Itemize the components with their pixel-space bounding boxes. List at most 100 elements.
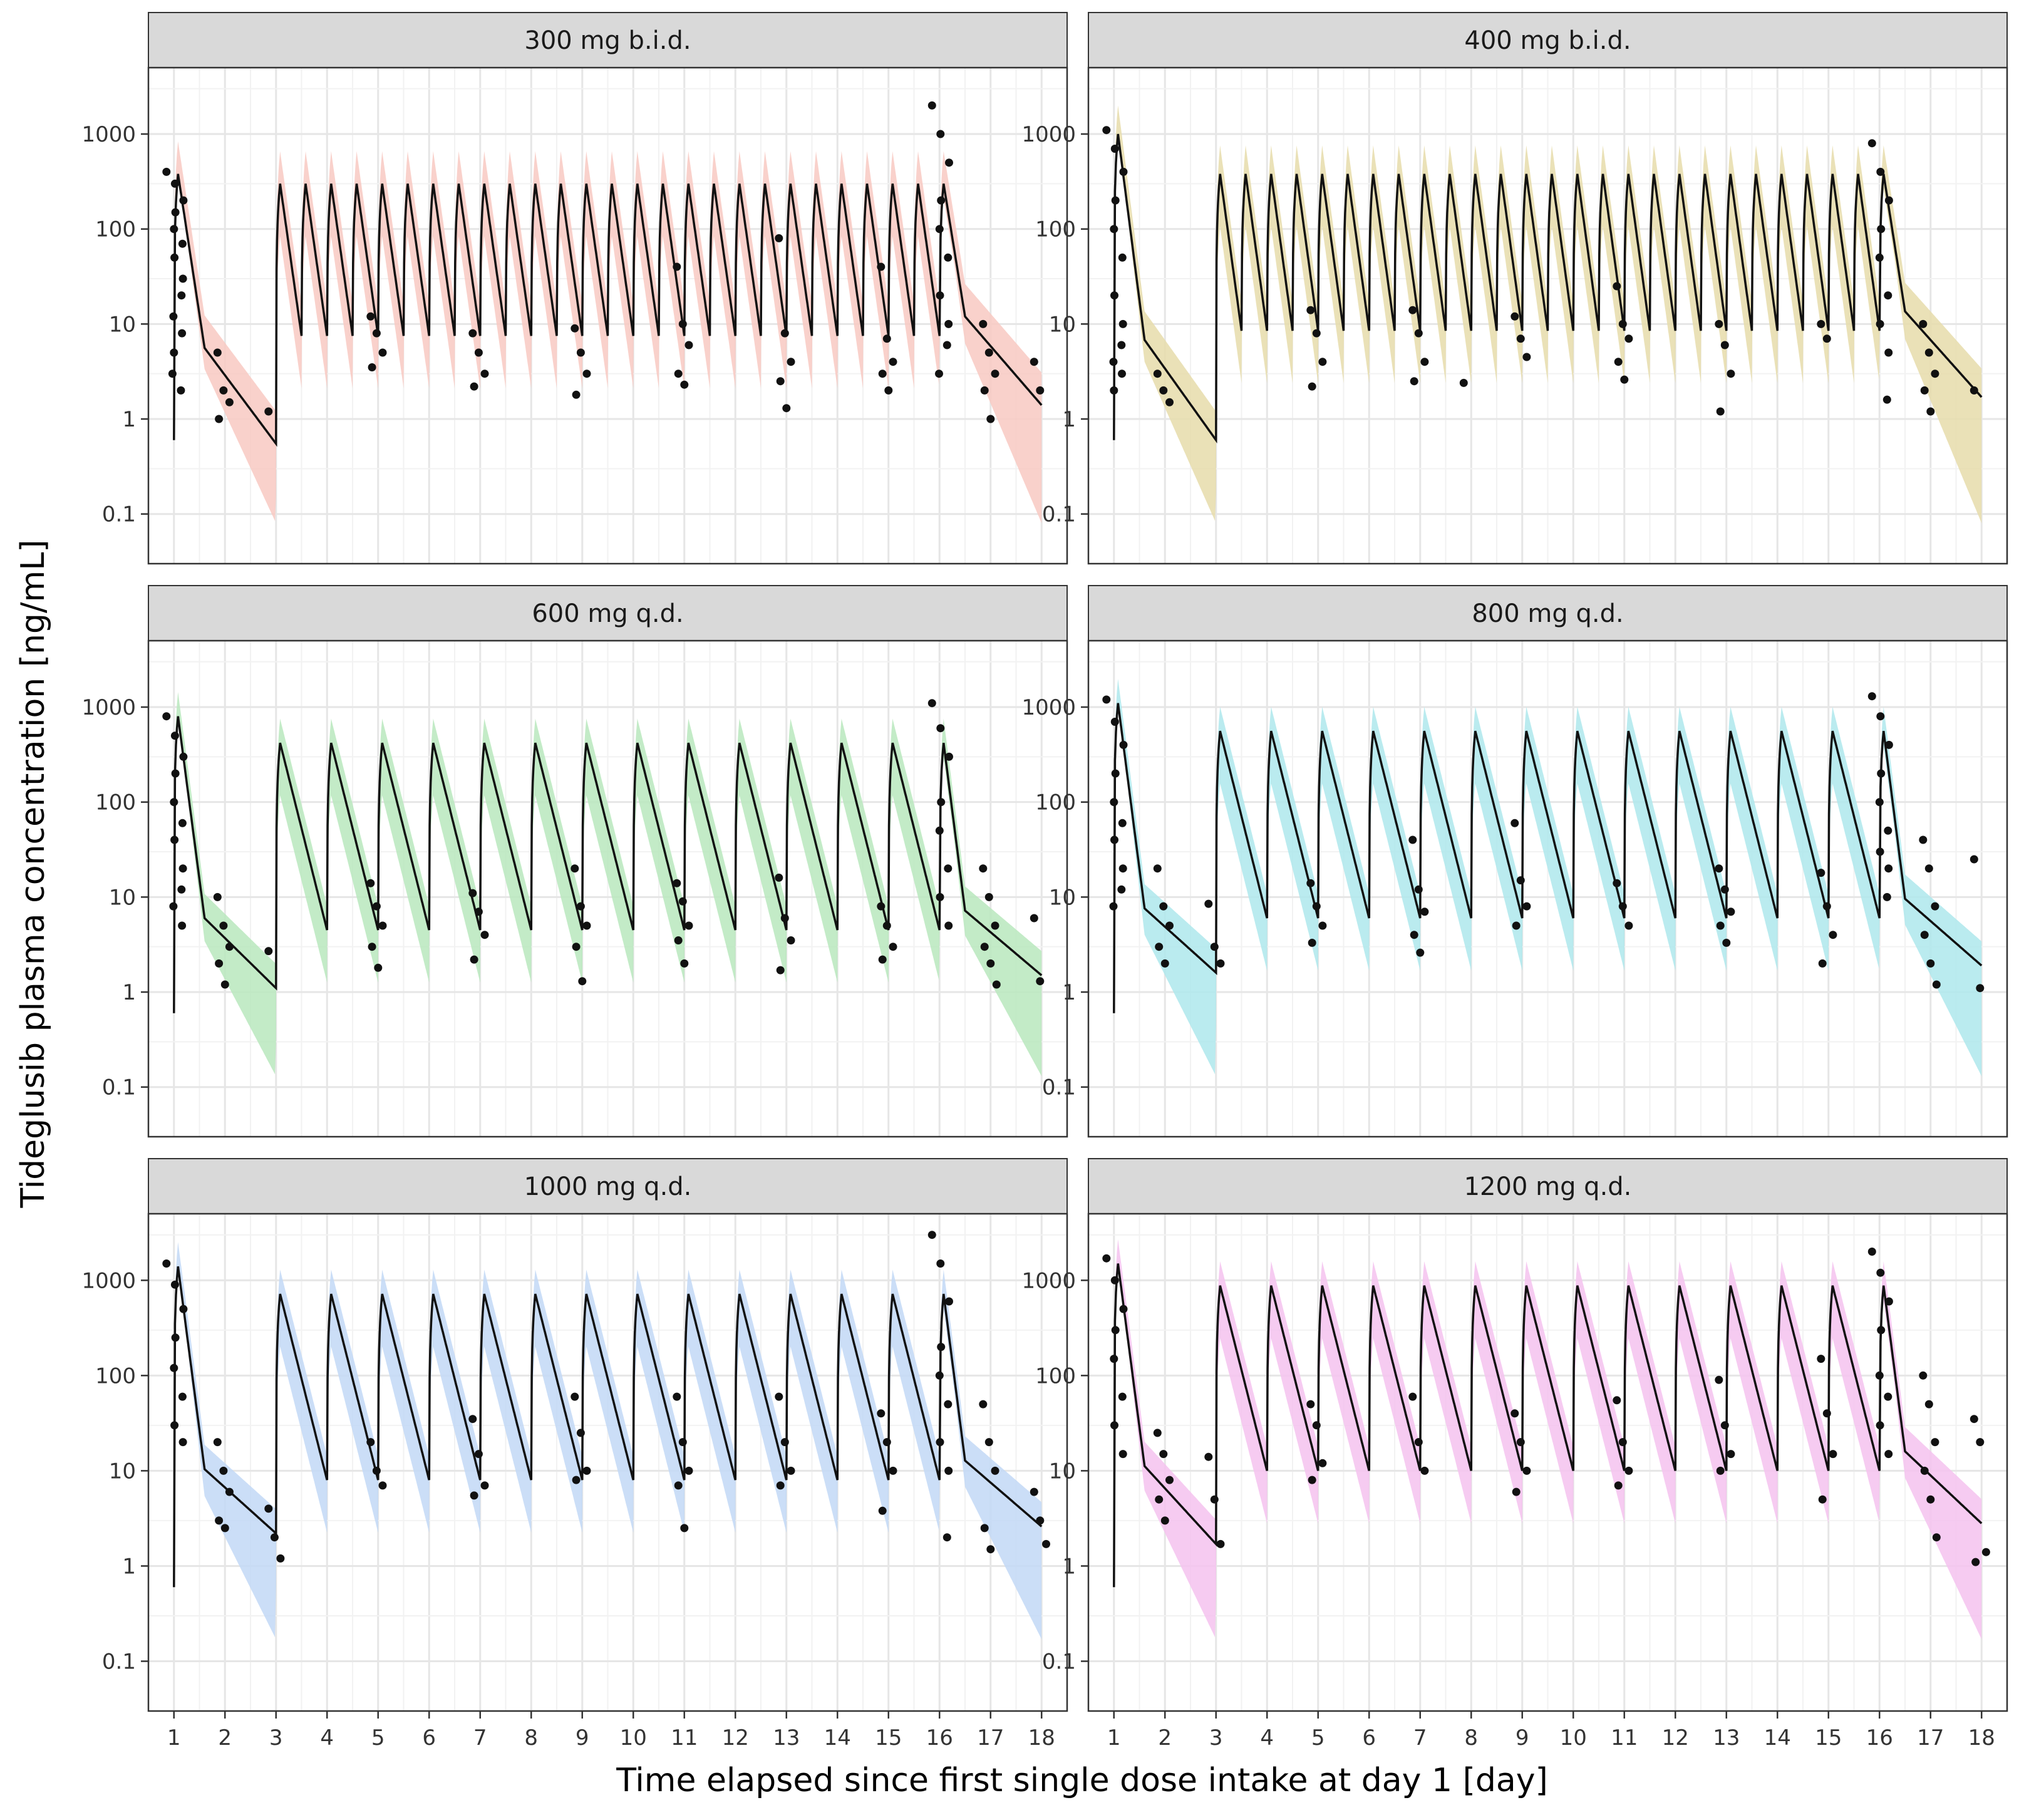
data-point — [1110, 145, 1119, 153]
data-point — [264, 1504, 273, 1513]
data-point — [674, 1481, 683, 1490]
data-point — [944, 864, 953, 873]
x-tick-label: 13 — [1713, 1725, 1740, 1750]
data-point — [474, 348, 483, 357]
y-tick-label: 1000 — [1021, 122, 1076, 147]
data-point — [1920, 931, 1929, 939]
data-point — [1118, 1450, 1127, 1459]
x-tick-label: 17 — [1917, 1725, 1944, 1750]
data-point — [1306, 1400, 1315, 1409]
data-point — [177, 885, 186, 894]
data-point — [1155, 1495, 1164, 1504]
data-point — [1155, 943, 1164, 951]
data-point — [684, 921, 693, 930]
data-point — [162, 167, 171, 176]
panel-border — [1087, 639, 2008, 1138]
data-point — [980, 386, 989, 395]
data-point — [673, 262, 681, 271]
data-point — [474, 907, 483, 916]
data-point — [1926, 1495, 1935, 1504]
data-point — [1976, 1438, 1985, 1447]
data-point — [480, 931, 489, 939]
data-point — [178, 1438, 187, 1447]
x-tick-label: 13 — [773, 1725, 800, 1750]
data-point — [1030, 1487, 1038, 1496]
data-point — [1414, 1438, 1423, 1447]
data-point — [474, 1450, 483, 1459]
data-point — [1312, 329, 1321, 338]
data-point — [775, 234, 783, 242]
data-point — [986, 959, 995, 968]
data-point — [1932, 1533, 1941, 1542]
data-point — [215, 415, 224, 423]
data-point — [468, 1415, 477, 1424]
panel-border — [147, 1212, 1068, 1712]
data-point — [1876, 319, 1884, 328]
data-point — [1884, 196, 1893, 205]
data-point — [1153, 1429, 1162, 1437]
data-point — [780, 914, 789, 923]
data-point — [936, 1259, 945, 1268]
data-point — [936, 130, 945, 138]
data-point — [986, 1545, 995, 1554]
x-tick-label: 1 — [1107, 1725, 1121, 1750]
x-tick-label: 18 — [1028, 1725, 1055, 1750]
data-point — [1165, 398, 1174, 406]
y-tick-label: 1 — [122, 407, 136, 432]
x-tick-label: 3 — [269, 1725, 283, 1750]
data-point — [470, 955, 478, 964]
data-point — [1624, 921, 1633, 930]
data-point — [1160, 1516, 1169, 1525]
data-point — [368, 943, 376, 951]
data-point — [468, 329, 477, 338]
data-point — [684, 341, 693, 349]
data-point — [877, 1409, 886, 1418]
data-point — [1102, 126, 1111, 135]
data-point — [170, 732, 179, 740]
data-point — [1410, 931, 1418, 939]
data-point — [1516, 334, 1525, 343]
data-point — [1204, 899, 1213, 908]
data-point — [1042, 1539, 1050, 1548]
data-point — [215, 959, 224, 968]
data-point — [1877, 225, 1886, 234]
data-point — [787, 936, 795, 944]
y-tick-label: 1 — [1062, 980, 1076, 1005]
data-point — [366, 879, 375, 887]
data-point — [213, 348, 222, 357]
data-point — [213, 1438, 222, 1447]
data-point — [1970, 1415, 1978, 1424]
data-point — [1312, 1421, 1321, 1430]
data-point — [1822, 334, 1831, 343]
data-point — [1408, 1392, 1417, 1401]
data-point — [170, 179, 179, 188]
data-point — [1410, 377, 1418, 386]
data-point — [678, 897, 687, 906]
data-point — [372, 329, 381, 338]
data-point — [927, 699, 936, 708]
y-tick-label: 100 — [1035, 790, 1076, 815]
data-point — [366, 1438, 375, 1447]
y-axis-title: Tideglusib plasma concentration [ng/mL] — [14, 540, 52, 1209]
data-point — [1159, 386, 1168, 395]
data-point — [1118, 819, 1127, 827]
data-point — [775, 1392, 783, 1401]
data-point — [1867, 1248, 1876, 1256]
data-point — [775, 873, 783, 882]
x-tick-label: 18 — [1968, 1725, 1995, 1750]
data-point — [1624, 1466, 1633, 1475]
data-point — [1877, 769, 1886, 778]
data-point — [979, 1400, 988, 1409]
panel-1: 300 mg b.i.d. 0.1 1 10 100 1000 — [81, 12, 1068, 565]
data-point — [220, 1524, 229, 1533]
data-point — [944, 1466, 953, 1475]
data-point — [1720, 1421, 1729, 1430]
data-point — [1512, 921, 1521, 930]
x-tick-label: 8 — [1464, 1725, 1478, 1750]
data-point — [674, 370, 683, 378]
data-point — [1716, 407, 1725, 416]
observations — [162, 101, 1045, 423]
x-tick-label: 6 — [422, 1725, 436, 1750]
data-point — [178, 819, 187, 827]
data-point — [991, 370, 999, 378]
